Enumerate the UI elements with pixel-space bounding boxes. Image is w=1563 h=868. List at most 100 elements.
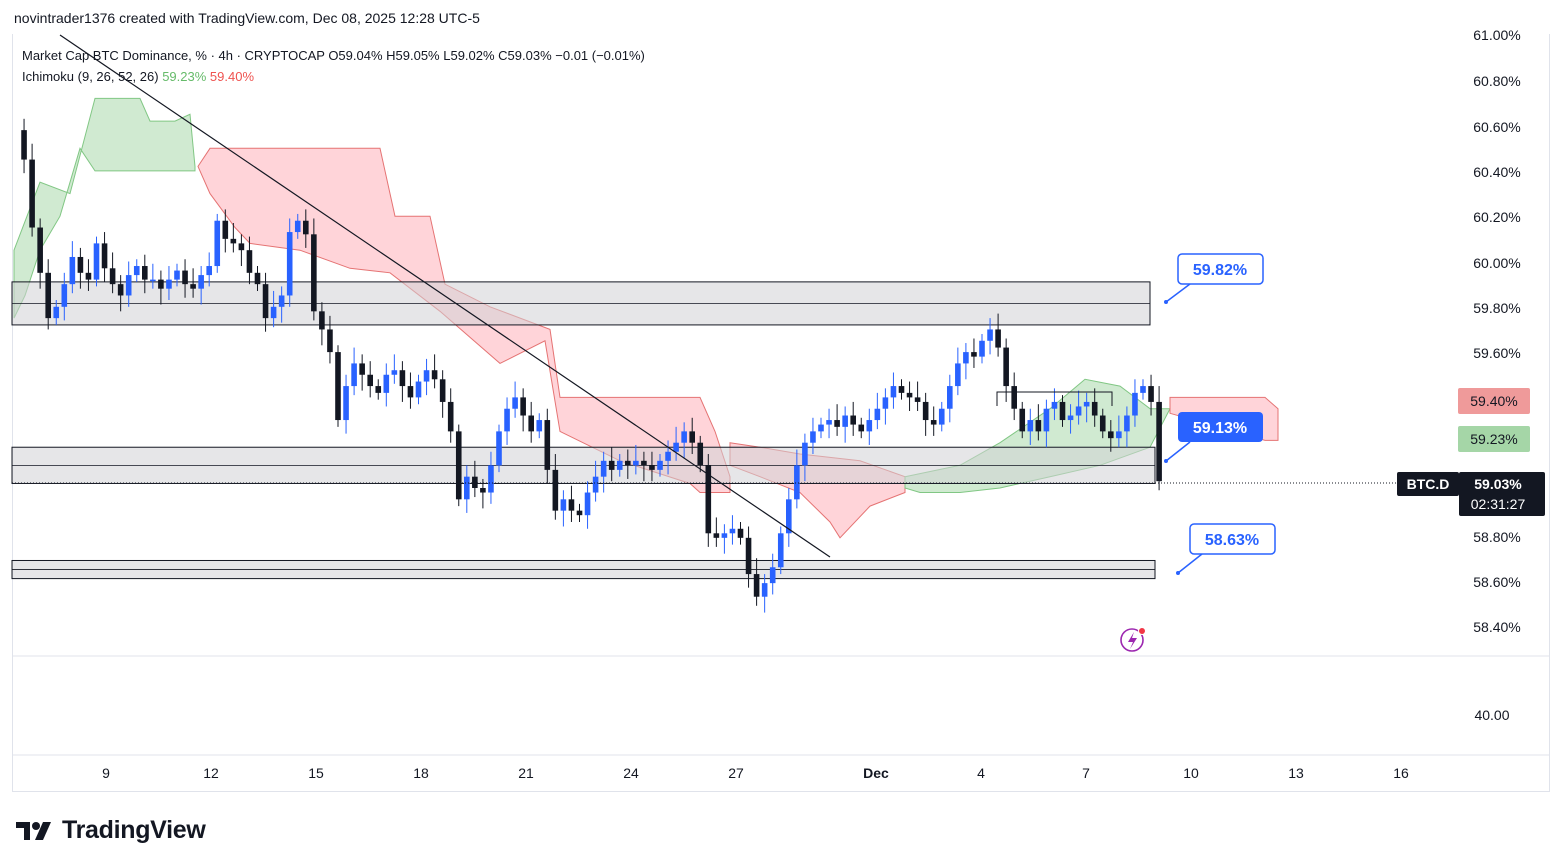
candle-bear [1156,401,1162,482]
candle-bull [166,279,172,289]
candle-bear [930,420,937,425]
descending-trendline[interactable] [59,34,831,558]
candle-bull [882,397,889,409]
candle-bear [101,243,108,269]
candle-bear [914,397,921,402]
candle-bull [810,431,816,443]
candle-bull [125,275,132,296]
candle-bull [512,397,518,409]
candle-bull [657,460,663,470]
candle-bull [1075,406,1082,416]
x-tick-label: 4 [977,765,985,781]
lightning-icon[interactable] [1120,627,1146,652]
candle-bull [93,243,100,280]
chart-frame [12,34,1550,792]
candle-bull [1116,431,1122,439]
y-tick-label: 60.80% [1473,73,1520,89]
x-tick-label: 7 [1082,765,1090,781]
candle-bull [616,460,623,470]
candle-bull [133,266,140,276]
support-resistance-zones [11,281,1156,580]
range-bracket[interactable] [996,391,1113,406]
candle-bear [407,386,414,398]
candle-bear [649,465,655,470]
tradingview-logo-icon [16,821,51,840]
candle-bull [560,499,567,511]
y-tick-label: 60.20% [1473,209,1520,225]
candle-bear [222,220,229,239]
x-tick-label: 24 [623,765,639,781]
candle-bear [753,574,760,597]
chart-legend[interactable]: Market Cap BTC Dominance, % · 4h · CRYPT… [22,45,645,87]
candle-bull [198,275,204,289]
candle-bull [584,492,591,516]
candle-bull [890,386,897,398]
candle-bull [53,306,60,319]
candle-bear [834,420,840,427]
x-tick-label: 21 [518,765,534,781]
candle-bear [77,256,84,273]
candle-bear [995,329,1001,348]
ichimoku-span-a-value: 59.23% [162,69,207,84]
candle-bull [504,408,510,432]
x-tick-label: 27 [728,765,744,781]
candle-bull [826,420,832,425]
candle-bull [987,329,993,341]
candle-bull [1027,420,1034,432]
candle-bear [625,460,631,466]
candle-bear [158,279,164,289]
candle-bull [1043,408,1050,432]
candle-bull [1051,401,1058,409]
candle-bull [351,363,357,387]
candle-bear [705,465,712,534]
tradingview-wordmark: TradingView [62,816,206,844]
candle-bear [528,415,534,432]
y-tick-label: 60.40% [1473,164,1520,180]
candle-bull [665,451,671,461]
candle-bear [568,499,575,511]
candle-bear [689,431,695,443]
candle-bull [343,386,349,421]
candle-bear [1148,386,1154,402]
callout-59-82[interactable]: 59.82% [1164,253,1264,304]
ichimoku-legend: Ichimoku (9, 26, 52, 26) 59.23% 59.40% [22,66,645,87]
candle-bull [874,408,881,421]
ichimoku-label: Ichimoku (9, 26, 52, 26) [22,69,159,84]
candle-bear [971,352,977,357]
tradingview-logo[interactable]: TradingView [16,816,206,845]
candle-bear [117,284,124,296]
span-b-price-label: 59.40% [1470,393,1517,409]
candle-bear [21,130,27,160]
candle-bull [600,460,607,477]
candle-bear [319,311,325,330]
candle-bear [1003,347,1009,387]
candle-bull [391,370,398,375]
candle-bull [681,431,687,443]
x-tick-label: 16 [1393,765,1409,781]
current-price-tag [1459,472,1545,516]
candle-bull [536,420,543,432]
price-axis[interactable]: 61.00% 60.80% 60.60% 60.40% 60.20% 60.00… [1397,27,1545,723]
candle-bear [1059,401,1066,421]
candle-bull [979,340,985,357]
callout-59-13[interactable]: 59.13% [1164,412,1263,463]
x-tick-label: 13 [1288,765,1304,781]
candle-bear [359,363,365,375]
time-axis[interactable]: 9 12 15 18 21 24 27 Dec 4 7 10 13 16 [102,765,1409,781]
y-tick-label: 58.60% [1473,574,1520,590]
y-tick-label: 59.60% [1473,345,1520,361]
candle-bull [1124,415,1130,432]
candle-bear [37,227,43,273]
candle-bear [737,528,744,538]
callout-58-63[interactable]: 58.63% [1176,523,1276,575]
x-tick-label: Dec [863,765,889,781]
candle-bear [45,272,51,319]
callout-top-label: 59.82% [1193,262,1247,279]
lower-pane-tick: 40.00 [1474,707,1509,723]
candle-bull [69,256,76,285]
candle-bear [182,270,188,285]
candle-bull [383,374,390,393]
candle-bull [721,533,728,538]
candle-bear [29,159,35,228]
